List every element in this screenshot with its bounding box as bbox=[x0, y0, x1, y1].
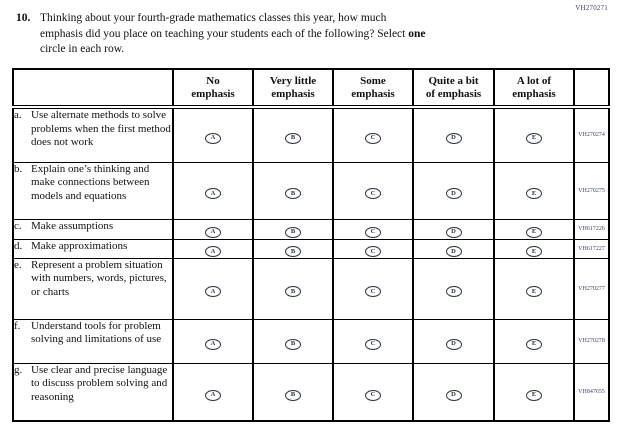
answer-oval[interactable]: D bbox=[445, 286, 462, 298]
answer-oval[interactable]: B bbox=[285, 286, 301, 298]
answer-oval[interactable]: E bbox=[526, 226, 542, 238]
header-empty-cell bbox=[13, 69, 173, 109]
header-code-cell bbox=[573, 69, 609, 109]
answer-oval[interactable]: A bbox=[205, 286, 221, 298]
answer-oval[interactable]: E bbox=[526, 246, 542, 258]
question-block: 10. Thinking about your fourth-grade mat… bbox=[16, 11, 596, 58]
answer-oval[interactable]: E bbox=[526, 286, 542, 298]
table-row-b: b. Explain one’s thinking and make connec… bbox=[13, 161, 609, 219]
question-line-3: circle in each row. bbox=[40, 43, 125, 55]
question-number: 10. bbox=[16, 12, 31, 24]
row-label: Use clear and precise language to discus… bbox=[31, 363, 168, 403]
row-item-code: VH270274 bbox=[573, 107, 609, 162]
answer-oval[interactable]: B bbox=[285, 188, 301, 200]
column-header-quite-a-bit-of-emphasis: Quite a bit of emphasis bbox=[412, 69, 494, 109]
row-item-code: VH270275 bbox=[573, 161, 609, 219]
column-header-no-emphasis: No emphasis bbox=[172, 69, 253, 109]
answer-oval[interactable]: B bbox=[285, 133, 301, 144]
answer-oval[interactable]: E bbox=[526, 338, 542, 350]
row-letter: g. bbox=[14, 363, 23, 376]
answer-oval[interactable]: C bbox=[365, 286, 381, 298]
row-letter: b. bbox=[14, 162, 23, 175]
row-letter: a. bbox=[14, 109, 22, 121]
table-row-g: g. Use clear and precise language to disc… bbox=[13, 362, 609, 421]
answer-oval[interactable]: B bbox=[285, 226, 301, 238]
column-header-a-lot-of-emphasis: A lot of emphasis bbox=[493, 69, 574, 109]
answer-oval[interactable]: D bbox=[445, 338, 462, 350]
row-label: Make approximations bbox=[31, 239, 128, 252]
answer-oval[interactable]: D bbox=[445, 389, 462, 401]
answer-oval[interactable]: A bbox=[205, 226, 221, 238]
row-item-code: VH270278 bbox=[573, 318, 609, 363]
form-code: VH270271 bbox=[575, 4, 608, 12]
answer-oval[interactable]: D bbox=[445, 133, 462, 144]
row-item-code: VH617226 bbox=[573, 218, 609, 239]
table-row-c: c. Make assumptions A B C D E VH617226 bbox=[13, 218, 609, 239]
row-label: Represent a problem situation with numbe… bbox=[31, 258, 167, 298]
answer-oval[interactable]: C bbox=[365, 133, 381, 144]
answer-oval[interactable]: D bbox=[445, 246, 462, 258]
answer-oval[interactable]: E bbox=[526, 133, 542, 144]
question-text: Thinking about your fourth-grade mathema… bbox=[40, 11, 425, 58]
column-header-very-little-emphasis: Very little emphasis bbox=[252, 69, 333, 109]
row-item-code: VH617227 bbox=[573, 238, 609, 258]
row-label: Use alternate methods to solve problems … bbox=[31, 109, 171, 148]
answer-oval[interactable]: C bbox=[365, 188, 381, 200]
answer-oval[interactable]: A bbox=[205, 338, 221, 350]
row-letter: e. bbox=[14, 258, 22, 271]
answer-oval[interactable]: C bbox=[365, 338, 381, 350]
answer-oval[interactable]: B bbox=[285, 389, 301, 401]
question-line-1: Thinking about your fourth-grade mathema… bbox=[40, 12, 387, 24]
answer-oval[interactable]: C bbox=[365, 226, 381, 238]
answer-oval[interactable]: C bbox=[365, 246, 381, 258]
table-row-f: f. Understand tools for problem solving a… bbox=[13, 318, 609, 363]
question-bold-word: one bbox=[408, 27, 426, 40]
table-row-a: a. Use alternate methods to solve problem… bbox=[13, 107, 609, 162]
answer-oval[interactable]: A bbox=[205, 389, 221, 401]
column-header-some-emphasis: Some emphasis bbox=[332, 69, 413, 109]
row-label: Understand tools for problem solving and… bbox=[31, 319, 162, 346]
answer-oval[interactable]: E bbox=[526, 389, 542, 401]
answer-oval[interactable]: D bbox=[445, 226, 462, 238]
row-label: Explain one’s thinking and make connecti… bbox=[31, 162, 150, 202]
answer-oval[interactable]: A bbox=[205, 246, 221, 258]
table-row-d: d. Make approximations A B C D E VH617227 bbox=[13, 238, 609, 258]
answer-oval[interactable]: C bbox=[365, 389, 381, 401]
answer-oval[interactable]: B bbox=[285, 338, 301, 350]
table-row-e: e. Represent a problem situation with num… bbox=[13, 257, 609, 319]
answer-oval[interactable]: B bbox=[285, 246, 301, 258]
answer-oval[interactable]: E bbox=[526, 188, 542, 200]
answer-oval[interactable]: D bbox=[445, 188, 462, 200]
emphasis-matrix-table: No emphasis Very little emphasis Some empha… bbox=[12, 68, 610, 422]
row-letter: f. bbox=[14, 319, 21, 332]
row-letter: d. bbox=[14, 239, 23, 252]
row-letter: c. bbox=[14, 219, 22, 232]
row-item-code: VH847655 bbox=[573, 362, 609, 421]
question-line-2: emphasis did you place on teaching your … bbox=[40, 27, 426, 40]
header-row: No emphasis Very little emphasis Some empha… bbox=[13, 69, 609, 109]
row-item-code: VH270277 bbox=[573, 257, 609, 319]
answer-oval[interactable]: A bbox=[205, 188, 221, 200]
answer-oval[interactable]: A bbox=[205, 133, 221, 144]
row-label: Make assumptions bbox=[31, 219, 114, 232]
